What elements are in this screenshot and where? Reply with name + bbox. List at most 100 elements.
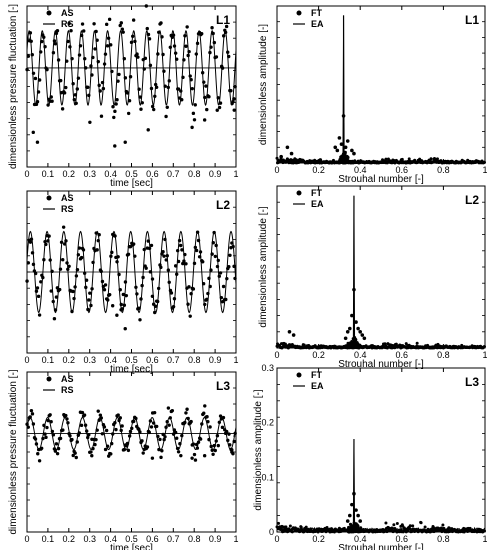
data-point-as [64,239,68,243]
data-point-as [164,258,168,262]
data-point-as [97,83,101,88]
data-point-as [50,269,54,274]
data-point-as [89,450,93,454]
data-point-as [84,285,88,290]
data-point-as [66,39,70,44]
data-point-as [144,266,148,270]
data-point-ft [290,530,294,534]
data-point-as [49,289,53,293]
data-point-as [210,26,214,30]
data-point-as [102,62,107,66]
data-point-as [138,430,142,434]
data-point-as [83,57,87,61]
data-point-as [117,418,121,423]
y-tick-label: 0.2 [261,418,274,428]
data-point-as [68,434,72,438]
data-point-as [150,277,155,281]
data-point-as [42,35,46,39]
data-point-as [180,248,184,252]
data-point-as [34,102,39,107]
data-point-as [226,50,230,54]
data-point-as [171,33,176,37]
y-tick-label: 0.3 [261,363,274,373]
data-point-as [118,416,122,420]
data-point-as [109,254,113,258]
data-point-as [152,410,157,415]
x-tick-label: 0.2 [312,350,325,360]
legend-label: FT [311,188,322,198]
panel-title: L1 [216,13,230,27]
data-point-as [36,90,41,94]
data-point-as [172,297,177,301]
data-point-as [202,118,207,122]
data-point-as [33,271,38,276]
data-point-as [205,297,209,302]
data-point-as [56,58,61,62]
data-point-as [112,115,116,120]
data-point-as [55,451,60,456]
x-tick-label: 1 [482,165,487,175]
x-tick-label: 0.9 [209,534,222,544]
data-point-as [45,425,49,430]
data-point-ft [419,521,423,525]
data-point-as [211,452,215,457]
data-point-as [73,451,77,455]
data-point-as [43,45,47,49]
data-point-as [200,71,205,75]
data-point-as [44,435,48,440]
data-point-as [163,84,167,88]
data-point-as [37,313,42,317]
data-point-as [163,237,167,242]
data-point-as [33,437,38,441]
data-point-as [121,30,125,34]
data-point-as [187,49,191,54]
data-point-ft [360,333,365,337]
data-point-as [77,431,81,435]
data-point-as [61,258,65,262]
data-point-as [140,101,144,105]
data-point-as [138,95,142,99]
data-point-as [39,280,43,284]
data-point-as [50,429,55,434]
data-point-as [113,109,117,114]
data-point-as [58,287,62,292]
data-point-as [156,286,161,291]
x-tick-label: 0.4 [354,165,367,175]
data-point-as [129,40,134,45]
data-point-as [102,425,107,429]
data-point-as [233,276,237,281]
data-point-as [172,44,177,48]
legend-label: EA [311,199,324,209]
legend-marker-dots [296,372,302,378]
y-axis-label: dimensionless amplitude [-] [253,389,264,510]
data-point-as [113,144,117,148]
x-tick-label: 0.1 [42,355,55,365]
legend-label: AS [61,374,74,384]
data-point-ft [355,529,359,533]
data-point-as [192,118,197,122]
data-point-as [141,275,145,280]
panel-title: L2 [216,198,230,212]
data-point-as [64,413,68,418]
data-point-ft [287,330,292,334]
data-point-as [147,430,151,435]
data-point-ft [415,341,419,345]
data-point-as [53,42,58,46]
data-point-as [90,73,94,77]
x-tick-label: 0.6 [396,534,409,544]
x-tick-label: 0.8 [437,350,450,360]
data-point-as [175,57,179,61]
data-point-as [194,248,199,253]
data-point-as [56,446,61,451]
data-point-as [71,82,75,86]
x-tick-label: 0 [24,534,29,544]
data-point-ft [343,145,348,150]
x-tick-label: 0.4 [354,534,367,544]
data-point-as [80,22,85,26]
data-point-as [186,53,190,58]
legend-marker-dots [46,195,52,201]
data-point-as [147,37,152,41]
data-point-as [223,30,228,35]
data-point-as [90,453,94,458]
x-tick-label: 0.2 [63,169,76,179]
